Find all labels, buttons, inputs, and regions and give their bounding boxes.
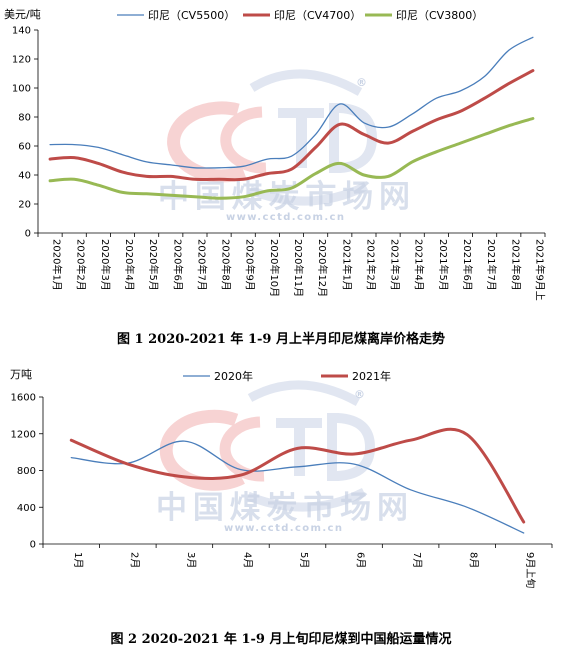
y-axis-ticks: 0 400 800 1200 1600 bbox=[11, 393, 43, 551]
x-tick-label: 2020年8月 bbox=[220, 239, 233, 291]
x-tick-label: 6月 bbox=[355, 552, 367, 568]
x-tick-label: 2020年1月 bbox=[51, 239, 64, 291]
watermark-url: www.cctd.com.cn bbox=[226, 212, 344, 223]
x-tick-label: 1月 bbox=[72, 552, 84, 568]
x-tick-label: 2021年9月上 bbox=[533, 239, 546, 301]
chart-title: 图 2 2020-2021 年 1-9 月上旬印尼煤到中国船运量情况 bbox=[111, 631, 452, 647]
x-tick-label: 2021年5月 bbox=[437, 239, 450, 291]
legend-label-cv5500: 印尼（CV5500） bbox=[148, 9, 235, 22]
price-chart: ® 中国煤炭市场网 www.cctd.com.cn 美元/吨 0 20 40 60 80… bbox=[4, 8, 546, 347]
cctd-logo bbox=[159, 380, 376, 512]
series-lines bbox=[69, 427, 526, 534]
price-chart-watermark: ® 中国煤炭市场网 www.cctd.com.cn bbox=[158, 69, 410, 223]
y-tick-label: 400 bbox=[17, 503, 36, 514]
x-tick-label: 2020年3月 bbox=[99, 239, 112, 291]
watermark-url: www.cctd.com.cn bbox=[224, 523, 342, 534]
legend-label-cv3800: 印尼（CV3800） bbox=[396, 9, 483, 22]
y-tick-label: 140 bbox=[12, 26, 31, 37]
y-tick-label: 80 bbox=[18, 113, 31, 124]
y-axis-label: 万吨 bbox=[10, 368, 32, 381]
watermark-registered: ® bbox=[354, 388, 365, 401]
series-lines bbox=[48, 36, 535, 200]
x-tick-label: 2021年6月 bbox=[461, 239, 474, 291]
x-tick-label: 2020年7月 bbox=[195, 239, 208, 291]
y-tick-label: 60 bbox=[18, 142, 31, 153]
x-tick-label: 2月 bbox=[128, 552, 140, 568]
x-tick-label: 2020年11月 bbox=[292, 239, 305, 297]
series-line-2 bbox=[48, 117, 535, 200]
x-tick-label: 2020年2月 bbox=[75, 239, 88, 291]
y-tick-label: 40 bbox=[18, 171, 31, 182]
shipment-chart-watermark: ® 中国煤炭市场网 www.cctd.com.cn bbox=[156, 380, 408, 534]
shipment-chart: ® 中国煤炭市场网 www.cctd.com.cn 万吨 0 400 800 1200… bbox=[10, 368, 553, 647]
x-tick-label: 2021年4月 bbox=[413, 239, 426, 291]
x-tick-label: 9月上旬 bbox=[524, 552, 537, 588]
x-tick-label: 2021年7月 bbox=[485, 239, 498, 291]
x-tick-label: 4月 bbox=[241, 552, 253, 568]
y-axis-ticks: 0 20 40 60 80 100 120 140 bbox=[12, 26, 38, 240]
y-axis-label: 美元/吨 bbox=[4, 8, 41, 21]
axes bbox=[42, 397, 552, 545]
x-tick-label: 2021年8月 bbox=[509, 239, 522, 291]
x-tick-label: 5月 bbox=[298, 552, 310, 568]
series-line-0 bbox=[70, 440, 525, 534]
series-line-0 bbox=[49, 36, 534, 169]
x-tick-label: 7月 bbox=[411, 552, 423, 568]
y-tick-label: 20 bbox=[18, 200, 31, 211]
x-tick-label: 2021年2月 bbox=[364, 239, 377, 291]
y-tick-label: 100 bbox=[12, 84, 31, 95]
y-tick-label: 1600 bbox=[11, 393, 36, 404]
y-tick-label: 120 bbox=[12, 55, 31, 66]
x-tick-label: 2020年6月 bbox=[171, 239, 184, 291]
legend-label-2020: 2020年 bbox=[214, 369, 253, 383]
axes bbox=[37, 30, 545, 234]
y-tick-label: 800 bbox=[17, 466, 36, 477]
x-axis-ticks: 1月 2月 3月 4月 5月 6月 7月 8月 9月上旬 bbox=[42, 544, 553, 588]
y-tick-label: 1200 bbox=[11, 429, 36, 440]
legend-label-cv4700: 印尼（CV4700） bbox=[274, 9, 361, 22]
watermark-site-name: 中国煤炭市场网 bbox=[156, 490, 408, 526]
x-tick-label: 2020年5月 bbox=[147, 239, 160, 291]
legend: 2020年 2021年 bbox=[183, 369, 391, 383]
series-line-1 bbox=[48, 69, 535, 182]
x-tick-label: 2021年3月 bbox=[389, 239, 402, 291]
x-tick-label: 2020年9月 bbox=[244, 239, 257, 291]
x-tick-label: 2020年4月 bbox=[123, 239, 136, 291]
chart-title: 图 1 2020-2021 年 1-9 月上半月印尼煤离岸价格走势 bbox=[117, 331, 445, 347]
legend-label-2021: 2021年 bbox=[352, 369, 391, 383]
y-tick-label: 0 bbox=[25, 229, 31, 240]
legend: 印尼（CV5500） 印尼（CV4700） 印尼（CV3800） bbox=[117, 9, 483, 22]
x-tick-label: 2020年12月 bbox=[316, 239, 329, 297]
watermark-registered: ® bbox=[356, 76, 367, 89]
series-line-1 bbox=[69, 427, 526, 524]
x-tick-label: 3月 bbox=[185, 552, 197, 568]
x-tick-label: 2020年10月 bbox=[268, 239, 281, 297]
x-axis-ticks: 2020年1月 2020年2月 2020年3月 2020年4月 2020年5月 2020年… bbox=[37, 233, 546, 301]
x-tick-label: 2021年1月 bbox=[340, 239, 353, 291]
y-tick-label: 0 bbox=[30, 540, 36, 551]
x-tick-label: 8月 bbox=[468, 552, 480, 568]
